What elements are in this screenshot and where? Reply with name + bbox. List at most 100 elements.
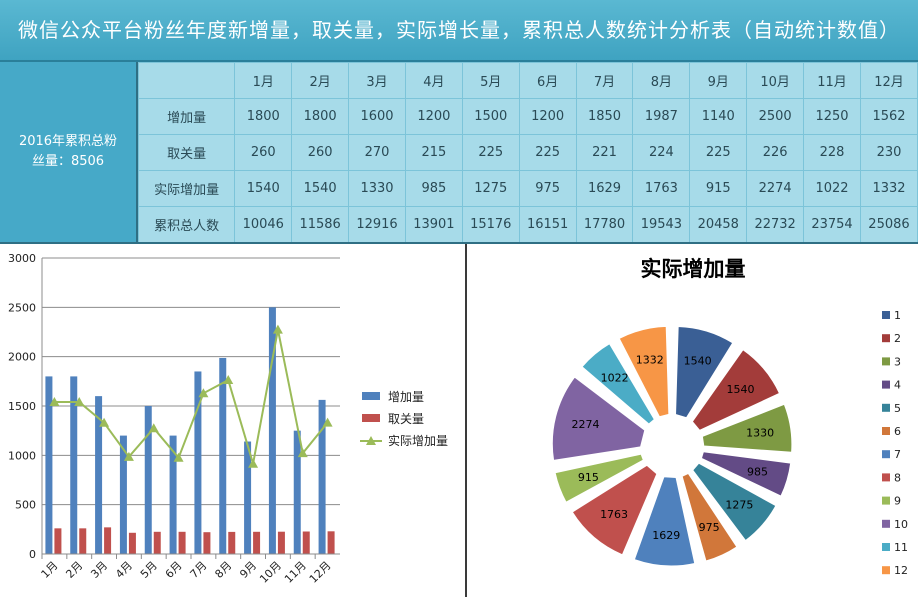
table-cell: 25086 [859, 206, 918, 243]
bar-取关量 [302, 531, 310, 554]
legend-label: 7 [894, 448, 901, 461]
legend-swatch [882, 403, 890, 412]
table-cell: 2500 [746, 98, 805, 135]
pie-data-label: 975 [699, 521, 720, 534]
legend-swatch [362, 392, 380, 400]
table-cell: 1200 [404, 98, 463, 135]
x-tick-label: 4月 [113, 559, 135, 581]
legend-swatch [362, 414, 380, 422]
bar-取关量 [104, 527, 112, 554]
legend-swatch [882, 496, 890, 505]
table-cell: 16151 [518, 206, 577, 243]
legend-label: 10 [894, 518, 908, 531]
pie-data-label: 1332 [636, 354, 664, 367]
summary-text: 2016年累积总粉丝量：8506 [18, 134, 118, 169]
line-marker [74, 397, 85, 407]
bar-增加量 [45, 376, 53, 554]
legend-swatch [882, 473, 890, 482]
legend-swatch [882, 357, 890, 366]
legend-label: 4 [894, 379, 901, 392]
table-cell: 19543 [632, 206, 691, 243]
table-cell: 224 [632, 134, 691, 171]
table-cell: 23754 [803, 206, 861, 243]
table-cell: 221 [575, 134, 634, 171]
table-row: 增加量 1800 1800 1600 1200 1500 1200 1850 1… [137, 98, 918, 135]
table-cell: 985 [404, 170, 463, 207]
legend-marker [366, 436, 376, 445]
pie-slice [618, 325, 670, 418]
line-实际增加量 [54, 329, 329, 465]
month-header: 4月 [404, 62, 463, 99]
stats-table: 1月 2月 3月 4月 5月 6月 7月 8月 9月 10月 11月 12月 增… [137, 62, 918, 243]
line-marker [198, 388, 209, 398]
table-cell: 230 [859, 134, 918, 171]
line-marker [297, 448, 308, 458]
y-tick-label: 0 [29, 548, 36, 561]
legend-swatch [882, 311, 890, 319]
table-cell: 1540 [291, 170, 350, 207]
table-cell: 225 [461, 134, 520, 171]
x-tick-label: 11月 [282, 559, 309, 586]
table-header-row: 1月 2月 3月 4月 5月 6月 7月 8月 9月 10月 11月 12月 [137, 62, 918, 99]
table-row: 累积总人数 10046 11586 12916 13901 15176 1615… [137, 206, 918, 243]
row-label: 增加量 [137, 98, 236, 135]
table-cell: 228 [803, 134, 861, 171]
legend-label: 12 [894, 564, 908, 577]
table-cell: 1629 [575, 170, 634, 207]
table-cell: 226 [746, 134, 805, 171]
pie-slice [675, 325, 734, 419]
table-cell: 225 [518, 134, 577, 171]
bar-取关量 [153, 531, 161, 554]
table-cell: 1850 [575, 98, 634, 135]
legend-label: 实际增加量 [388, 433, 448, 448]
y-tick-label: 1500 [8, 400, 36, 413]
table-cell: 215 [404, 134, 463, 171]
row-label: 取关量 [137, 134, 236, 171]
bar-增加量 [194, 371, 202, 554]
pie-data-label: 1275 [725, 499, 753, 512]
table-bottom-border [0, 242, 918, 244]
table-cell: 2274 [746, 170, 805, 207]
x-tick-label: 6月 [163, 559, 185, 581]
row-label: 累积总人数 [137, 206, 236, 243]
pie-data-label: 2274 [572, 418, 600, 431]
x-tick-label: 12月 [307, 559, 334, 586]
y-tick-label: 1000 [8, 449, 36, 462]
table-cell: 11586 [291, 206, 350, 243]
table-cell: 1330 [348, 170, 406, 207]
table-cell: 17780 [575, 206, 634, 243]
bar-增加量 [244, 441, 252, 554]
table-cell: 1540 [234, 170, 293, 207]
legend-swatch [882, 450, 890, 459]
table-cell: 1500 [461, 98, 520, 135]
table-cell: 10046 [234, 206, 293, 243]
bar-取关量 [79, 528, 87, 554]
legend-label: 6 [894, 425, 901, 438]
table-cell: 15176 [461, 206, 520, 243]
month-header: 2月 [291, 62, 350, 99]
table-cell: 12916 [348, 206, 406, 243]
bar-取关量 [228, 531, 236, 554]
bar-增加量 [268, 307, 276, 554]
pie-slice [700, 451, 792, 497]
legend-swatch [882, 543, 890, 551]
legend-label: 1 [894, 309, 901, 322]
table-cell: 1987 [632, 98, 691, 135]
bar-增加量 [95, 396, 103, 554]
x-tick-label: 3月 [88, 559, 110, 581]
table-cell: 1022 [803, 170, 861, 207]
month-header: 12月 [859, 62, 918, 99]
legend-label: 取关量 [388, 412, 424, 426]
bar-line-chart: 0 500 1000 1500 2000 2500 3000 1月 2月 3月 4月 5月 6月 7月 8月… [8, 252, 448, 586]
month-header: 5月 [461, 62, 520, 99]
bar-增加量 [318, 399, 326, 554]
table-cell: 20458 [689, 206, 748, 243]
bar-取关量 [203, 532, 211, 554]
table-cell: 1275 [461, 170, 520, 207]
x-tick-label: 10月 [257, 559, 284, 586]
table-cell: 225 [689, 134, 748, 171]
y-tick-label: 500 [15, 499, 36, 512]
pie-data-label: 985 [747, 465, 768, 478]
table-row: 取关量 260 260 270 215 225 225 221 224 225 … [137, 134, 918, 171]
bar-增加量 [144, 406, 152, 554]
